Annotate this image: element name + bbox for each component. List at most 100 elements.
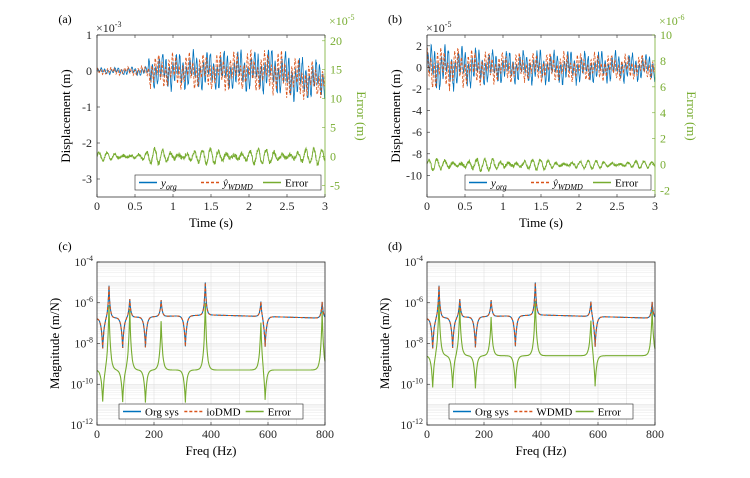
- legend-label: ioDMD: [206, 407, 240, 419]
- legend-name: Org sys: [475, 407, 509, 419]
- x-tick-label: 0.5: [128, 199, 143, 213]
- y2-tick-label: 8: [660, 54, 666, 68]
- y-tick-base: 10: [404, 296, 416, 310]
- y-tick-exp: -10: [82, 376, 93, 385]
- y-tick-label: 10-8: [404, 336, 423, 351]
- y-tick-base: 10: [400, 377, 412, 391]
- legend-name: Org sys: [145, 407, 179, 419]
- y-tick-label: 10-10: [400, 376, 423, 391]
- panel-label: (a): [58, 12, 71, 26]
- legend-name: ioDMD: [206, 407, 240, 419]
- legend-label: ŷWDMD: [552, 178, 583, 192]
- x-tick-label: 1.5: [534, 199, 549, 213]
- y-tick-label: -6: [412, 125, 422, 139]
- series-line-error: [426, 157, 656, 173]
- y-tick-label: 1: [86, 28, 92, 42]
- y-tick-label: -10: [406, 168, 422, 182]
- y2-axis-title: Error (m): [684, 91, 699, 140]
- y-exponent-power: -3: [115, 20, 122, 29]
- y-tick-label: -2: [82, 136, 92, 150]
- y-tick-base: 10: [74, 296, 86, 310]
- panel-d: (d)0 200 400 600 80010-1210-1010-810-610-4Fr…: [377, 239, 664, 458]
- y-tick-base: 10: [404, 337, 416, 351]
- y-tick-base: 10: [74, 337, 86, 351]
- x-tick-label: 2: [576, 199, 582, 213]
- x-tick-label: 0: [94, 199, 100, 213]
- x-axis-title: Time (s): [519, 215, 563, 230]
- legend-box: [464, 174, 652, 191]
- y2-tick-label: 5: [330, 121, 336, 135]
- y-axis-title: Displacement (m): [388, 69, 403, 163]
- y-tick-exp: -8: [416, 336, 423, 345]
- y2-tick-label: -2: [660, 184, 670, 198]
- x-tick-label: 400: [202, 427, 220, 441]
- legend-label: yorg: [160, 178, 177, 192]
- legend-subscript: WDMD: [558, 183, 583, 192]
- y-tick-label: 10-8: [74, 336, 93, 351]
- y2-tick-label: -5: [330, 178, 340, 192]
- x-tick-label: 2: [246, 199, 252, 213]
- legend-name: WDMD: [536, 407, 572, 419]
- y-axis-title: Magnitude (m/N): [47, 298, 62, 389]
- y2-tick-label: 20: [330, 34, 342, 48]
- y-tick-base: 10: [70, 418, 82, 432]
- x-tick-label: 2.5: [610, 199, 625, 213]
- y2-tick-label: 6: [660, 80, 666, 94]
- x-tick-label: 800: [646, 427, 664, 441]
- y2-exponent-power: -5: [348, 13, 355, 22]
- legend: Org sys ioDMD Error: [118, 403, 304, 420]
- panel-label: (b): [388, 12, 402, 26]
- x-axis-title: Freq (Hz): [186, 443, 237, 458]
- y-tick-label: 10-6: [404, 295, 423, 310]
- y-tick-label: 0: [416, 60, 422, 74]
- y-exponent-power: -5: [445, 20, 452, 29]
- y-tick-label: 10-12: [70, 417, 93, 432]
- legend-box: [134, 174, 322, 191]
- x-tick-label: 800: [316, 427, 334, 441]
- y2-tick-label: 0: [330, 150, 336, 164]
- series-line-yorg: [96, 49, 326, 102]
- x-tick-label: 0: [424, 199, 430, 213]
- y2-exponent-label: ×10-6: [659, 13, 684, 28]
- x-tick-label: 1: [500, 199, 506, 213]
- y-tick-label: 0: [86, 64, 92, 78]
- x-tick-label: 200: [145, 427, 163, 441]
- signal-group: [96, 49, 326, 167]
- y-tick-label: 10-4: [74, 254, 93, 269]
- y-exponent-label: ×10-3: [96, 20, 121, 35]
- legend-label: Error: [598, 407, 622, 419]
- y2-tick-label: 10: [660, 28, 672, 42]
- y-tick-exp: -4: [86, 254, 93, 263]
- x-tick-label: 400: [532, 427, 550, 441]
- y-tick-label: -4: [412, 104, 422, 118]
- panel-label: (d): [388, 239, 402, 253]
- legend: yorg ŷWDMD Error: [134, 174, 322, 192]
- y-tick-base: 10: [400, 418, 412, 432]
- y-tick-label: -2: [412, 82, 422, 96]
- x-tick-label: 1: [170, 199, 176, 213]
- legend-label: Org sys: [475, 407, 509, 419]
- series-line-error: [426, 300, 656, 389]
- legend-label: ŷWDMD: [222, 178, 253, 192]
- legend-label: Org sys: [145, 407, 179, 419]
- y-exponent-base: ×10: [426, 21, 445, 35]
- y-exponent-label: ×10-5: [426, 20, 451, 35]
- y-tick-exp: -8: [86, 336, 93, 345]
- legend: Org sys WDMD Error: [448, 403, 634, 420]
- legend-name: ŷ: [222, 178, 228, 190]
- legend-name: Error: [268, 407, 292, 419]
- y-tick-exp: -12: [412, 417, 423, 426]
- legend-label: Error: [268, 407, 292, 419]
- y-tick-exp: -12: [82, 417, 93, 426]
- x-tick-label: 2.5: [280, 199, 295, 213]
- series-line-error: [96, 302, 326, 403]
- legend-box: [118, 403, 304, 420]
- x-tick-label: 0: [424, 427, 430, 441]
- x-tick-label: 200: [475, 427, 493, 441]
- x-tick-label: 0: [94, 427, 100, 441]
- legend-label: yorg: [490, 178, 507, 192]
- signal-group: [426, 43, 656, 173]
- y-tick-base: 10: [74, 255, 86, 269]
- legend-name: Error: [285, 178, 309, 190]
- y-tick-exp: -6: [416, 295, 423, 304]
